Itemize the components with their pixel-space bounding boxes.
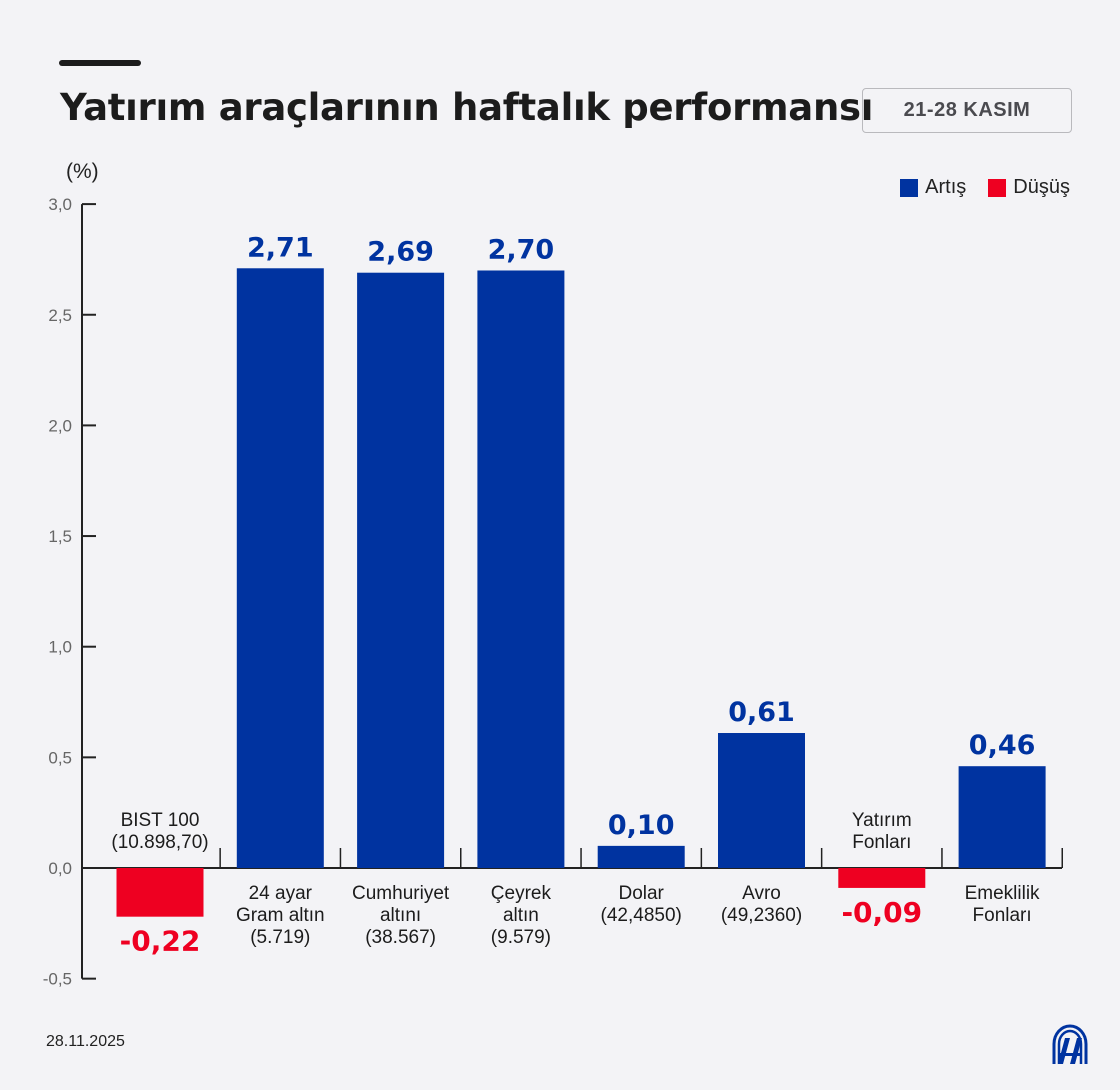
category-label: Cumhuriyet <box>352 883 450 904</box>
value-label: -0,09 <box>841 896 922 929</box>
value-label: 2,70 <box>488 234 555 265</box>
aa-logo-icon <box>1052 1024 1088 1064</box>
legend: Artış Düşüş <box>878 176 1070 199</box>
y-tick-label: -0,5 <box>43 970 72 989</box>
bar <box>357 272 445 868</box>
value-label: 2,69 <box>367 237 434 268</box>
category-label: (38.567) <box>365 927 436 948</box>
legend-item-decrease: Düşüş <box>988 176 1070 199</box>
category-label: Gram altın <box>236 905 325 926</box>
category-label: Yatırım <box>852 810 912 831</box>
y-tick-label: 3,0 <box>48 195 72 214</box>
legend-swatch-increase <box>900 178 919 197</box>
bar <box>236 268 324 869</box>
category-label: (10.898,70) <box>111 832 208 853</box>
category-label: BIST 100 <box>121 810 200 831</box>
value-label: -0,22 <box>120 925 201 958</box>
y-tick-label: 2,5 <box>48 306 72 325</box>
category-label: altın <box>503 905 539 926</box>
bar <box>958 766 1046 868</box>
bar <box>718 733 805 868</box>
bar <box>477 270 565 868</box>
category-label: Çeyrek <box>491 883 552 904</box>
category-label: (9.579) <box>491 927 551 948</box>
y-tick-label: 1,0 <box>48 638 72 657</box>
bar <box>116 868 204 917</box>
bar <box>597 845 685 868</box>
chart-title: Yatırım araçlarının haftalık performansı <box>60 86 874 129</box>
value-label: 0,46 <box>969 730 1036 761</box>
legend-label-increase: Artış <box>925 176 967 198</box>
y-axis-unit-label: (%) <box>66 160 99 183</box>
value-label: 0,61 <box>728 697 795 728</box>
category-label: Fonları <box>852 832 911 853</box>
value-label: 2,71 <box>247 232 314 263</box>
category-label: Fonları <box>973 905 1032 926</box>
y-tick-label: 2,0 <box>48 416 72 435</box>
bar <box>838 868 926 888</box>
category-label: Dolar <box>618 883 664 904</box>
category-label: (49,2360) <box>721 905 802 926</box>
publish-date: 28.11.2025 <box>46 1033 125 1050</box>
y-tick-label: 0,0 <box>48 859 72 878</box>
category-label: 24 ayar <box>249 883 313 904</box>
legend-item-increase: Artış <box>900 176 966 199</box>
date-range-badge: 21-28 KASIM <box>862 88 1072 133</box>
category-label: Emeklilik <box>965 883 1040 904</box>
category-label: (42,4850) <box>601 905 682 926</box>
legend-label-decrease: Düşüş <box>1013 176 1070 198</box>
y-tick-label: 1,5 <box>48 527 72 546</box>
category-label: Avro <box>742 883 781 904</box>
title-accent-bar <box>59 60 141 66</box>
value-label: 0,10 <box>608 810 675 841</box>
category-label: altını <box>380 905 421 926</box>
y-tick-label: 0,5 <box>48 748 72 767</box>
category-label: (5.719) <box>250 927 310 948</box>
legend-swatch-decrease <box>988 178 1007 197</box>
